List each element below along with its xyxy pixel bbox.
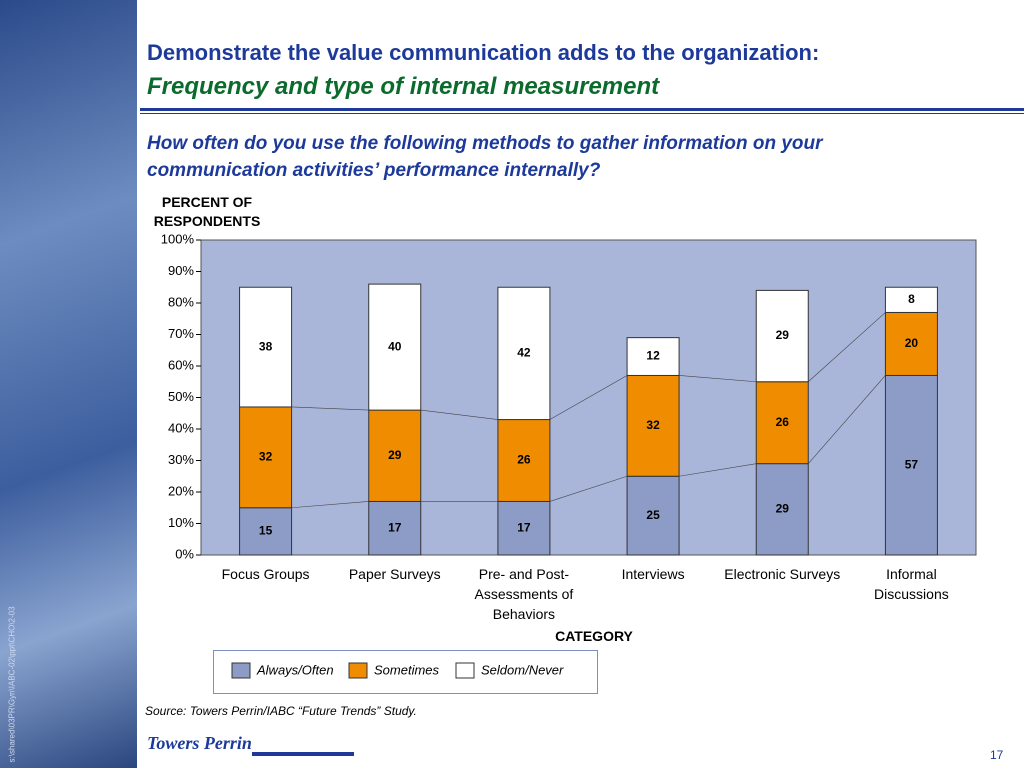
x-axis-label: CATEGORY [555, 628, 633, 644]
x-tick-label: Informal Discussions [874, 566, 949, 602]
rule [140, 113, 1024, 114]
bar-segment [239, 406, 293, 509]
data-label: 26 [517, 453, 531, 467]
data-label: 17 [388, 520, 402, 534]
connector [808, 375, 886, 464]
side-image [0, 0, 137, 768]
bar-segment [884, 286, 938, 313]
question: How often do you use the following metho… [147, 133, 823, 181]
logo: Towers Perrin [147, 733, 252, 753]
y-tick-label: 70% [168, 326, 194, 341]
y-tick-label: 10% [168, 515, 194, 530]
data-label: 29 [776, 501, 790, 515]
connector [549, 375, 628, 420]
bar-segment [368, 500, 422, 556]
page-number: 17 [990, 748, 1004, 762]
bar-segment [884, 311, 938, 376]
bar-segment [755, 381, 809, 465]
y-tick-label: 90% [168, 263, 194, 278]
bar-segment [497, 286, 551, 421]
data-label: 20 [905, 336, 919, 350]
data-label: 42 [517, 346, 531, 360]
data-label: 32 [646, 418, 660, 432]
subtitle: Frequency and type of internal measureme… [147, 73, 660, 100]
title: Demonstrate the value communication adds… [147, 40, 820, 65]
y-tick-label: 0% [175, 546, 194, 561]
legend-swatch [455, 662, 475, 679]
data-label: 40 [388, 339, 402, 353]
x-tick-label: Pre- and Post-Assessments of Behaviors [474, 566, 574, 622]
y-tick-label: 100% [161, 231, 195, 246]
x-tick-label: Electronic Surveys [724, 566, 841, 582]
bar-segment [239, 507, 293, 556]
data-label: 12 [646, 349, 660, 363]
x-tick-label: Interviews [621, 566, 685, 582]
data-label: 29 [388, 448, 402, 462]
data-label: 26 [776, 415, 790, 429]
y-axis-label: PERCENT OF RESPONDENTS [153, 194, 261, 229]
bar-segment [497, 419, 551, 502]
bar-segment [368, 409, 422, 502]
legend-label: Seldom/Never [481, 662, 564, 677]
connector [291, 501, 369, 509]
bar-segment [755, 463, 809, 556]
bar-segment [626, 337, 680, 376]
rule [140, 108, 1024, 111]
data-label: 8 [908, 292, 915, 306]
connector [679, 375, 757, 383]
data-label: 29 [776, 328, 790, 342]
legend [213, 650, 598, 694]
connector [808, 312, 886, 382]
data-label: 17 [517, 520, 531, 534]
connector [679, 463, 757, 477]
connector [420, 409, 498, 420]
y-tick-label: 50% [168, 389, 194, 404]
data-label: 57 [905, 457, 919, 471]
y-tick-label: 60% [168, 357, 194, 372]
bar-segment [497, 500, 551, 556]
x-tick-label: Paper Surveys [348, 566, 441, 582]
y-tick-label: 80% [168, 294, 194, 309]
y-tick-label: 40% [168, 420, 194, 435]
data-label: 32 [259, 450, 273, 464]
legend-swatch [231, 662, 251, 679]
bar-segment [368, 283, 422, 411]
y-tick-label: 20% [168, 483, 194, 498]
bar-segment [884, 374, 938, 556]
y-tick-label: 30% [168, 452, 194, 467]
bar-segment [755, 289, 809, 383]
logo-bar [252, 752, 354, 756]
legend-label: Always/Often [256, 662, 334, 677]
connector [291, 406, 369, 411]
bar-segment [626, 475, 680, 556]
source: Source: Towers Perrin/IABC “Future Trend… [145, 704, 417, 718]
legend-swatch [348, 662, 368, 679]
legend-label: Sometimes [374, 662, 440, 677]
bar-segment [239, 286, 293, 408]
data-label: 25 [646, 508, 660, 522]
connector [549, 475, 628, 502]
data-label: 38 [259, 339, 273, 353]
bar-segment [626, 374, 680, 477]
x-tick-label: Focus Groups [221, 566, 310, 582]
data-label: 15 [259, 524, 273, 538]
